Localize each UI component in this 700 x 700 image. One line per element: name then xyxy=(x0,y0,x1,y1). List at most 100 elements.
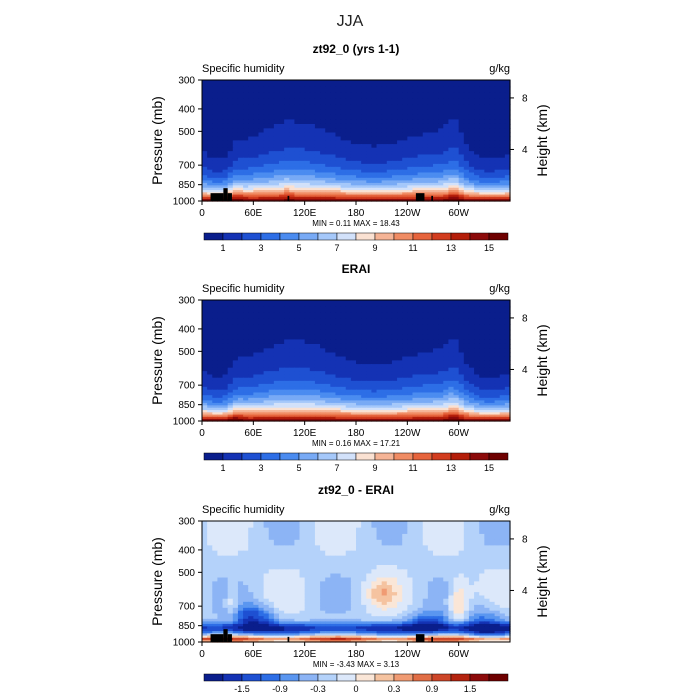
heatmap-cell xyxy=(202,564,208,570)
heatmap-cell xyxy=(402,418,408,422)
heatmap-cell xyxy=(397,92,403,100)
heatmap-cell xyxy=(407,555,414,562)
heatmap-cell xyxy=(427,555,434,562)
heatmap-cell xyxy=(232,402,239,406)
heatmap-cell xyxy=(207,86,213,94)
heatmap-cell xyxy=(412,550,419,557)
heatmap-cell xyxy=(474,109,480,116)
heatmap-cell xyxy=(309,569,316,575)
heatmap-cell xyxy=(468,114,475,121)
heatmap-cell xyxy=(489,380,496,385)
heatmap-cell xyxy=(325,329,331,336)
heatmap-cell xyxy=(443,318,449,325)
heatmap-cell xyxy=(468,374,475,379)
heatmap-cell xyxy=(397,109,403,116)
heatmap-cell xyxy=(258,539,265,546)
heatmap-cell xyxy=(453,132,460,138)
heatmap-cell xyxy=(320,196,326,200)
heatmap-cell xyxy=(217,418,224,422)
heatmap-cell xyxy=(458,412,465,416)
heatmap-cell xyxy=(314,389,321,394)
heatmap-cell xyxy=(232,180,239,184)
heatmap-cell xyxy=(299,367,306,372)
heatmap-cell xyxy=(207,198,213,202)
heatmap-cell xyxy=(284,364,290,369)
heatmap-cell xyxy=(237,114,244,121)
heatmap-cell xyxy=(207,324,213,331)
heatmap-cell xyxy=(433,163,439,168)
heatmap-cell xyxy=(356,329,362,336)
heatmap-cell xyxy=(273,539,280,546)
heatmap-cell xyxy=(294,306,301,314)
heatmap-cell xyxy=(479,521,485,529)
heatmap-cell xyxy=(438,128,444,134)
heatmap-cell xyxy=(304,560,311,566)
heatmap-cell xyxy=(356,306,362,314)
heatmap-cell xyxy=(458,573,465,579)
heatmap-cell xyxy=(397,128,403,134)
heatmap-cell xyxy=(335,383,342,388)
heatmap-cell xyxy=(443,573,449,579)
heatmap-cell xyxy=(330,380,337,385)
heatmap-cell xyxy=(463,545,470,552)
heatmap-cell xyxy=(386,147,393,152)
heatmap-cell xyxy=(407,410,414,413)
heatmap-cell xyxy=(412,144,419,149)
heatmap-cell xyxy=(386,412,393,416)
heatmap-cell xyxy=(381,324,388,331)
heatmap-cell xyxy=(479,400,485,404)
heatmap-cell xyxy=(381,318,388,325)
heatmap-cell xyxy=(463,402,470,406)
heatmap-cell xyxy=(304,180,311,184)
height-tick-label: 4 xyxy=(522,365,528,376)
heatmap-cell xyxy=(309,163,316,168)
heatmap-cell xyxy=(361,407,367,411)
heatmap-cell xyxy=(232,395,239,399)
heatmap-cell xyxy=(304,329,311,336)
heatmap-cell xyxy=(438,194,444,198)
heatmap-cell xyxy=(494,177,501,181)
heatmap-cell xyxy=(407,187,414,191)
heatmap-cell xyxy=(335,564,342,570)
heatmap-cell xyxy=(371,418,378,422)
heatmap-cell xyxy=(417,573,424,579)
heatmap-cell xyxy=(494,395,501,399)
heatmap-cell xyxy=(330,521,337,529)
heatmap-cell xyxy=(407,339,414,345)
heatmap-cell xyxy=(422,140,429,145)
heatmap-cell xyxy=(371,86,378,94)
heatmap-cell xyxy=(381,380,388,385)
heatmap-cell xyxy=(304,395,311,399)
heatmap-cell xyxy=(386,560,393,566)
heatmap-cell xyxy=(273,560,280,566)
heatmap-cell xyxy=(433,177,439,181)
heatmap-cell xyxy=(376,405,383,409)
heatmap-cell xyxy=(494,389,501,394)
heatmap-cell xyxy=(458,397,465,401)
heatmap-cell xyxy=(448,140,455,145)
heatmap-cell xyxy=(232,367,239,372)
heatmap-cell xyxy=(340,182,347,186)
heatmap-cell xyxy=(289,194,295,198)
heatmap-cell xyxy=(248,114,254,121)
heatmap-cell xyxy=(248,157,254,162)
heatmap-cell xyxy=(479,114,485,121)
heatmap-cell xyxy=(448,192,455,196)
heatmap-cell xyxy=(386,418,393,422)
heatmap-cell xyxy=(402,144,408,149)
heatmap-cell xyxy=(227,560,234,566)
heatmap-cell xyxy=(438,407,444,411)
heatmap-cell xyxy=(489,324,496,331)
heatmap-cell xyxy=(237,348,244,354)
heatmap-cell xyxy=(345,386,352,391)
heatmap-cell xyxy=(320,163,326,168)
heatmap-cell xyxy=(258,132,265,138)
heatmap-cell xyxy=(222,123,229,129)
heatmap-cell xyxy=(412,414,419,418)
heatmap-cell xyxy=(397,140,403,145)
heatmap-cell xyxy=(463,377,470,382)
heatmap-cell xyxy=(320,185,326,189)
heatmap-cell xyxy=(463,172,470,176)
heatmap-cell xyxy=(258,324,265,331)
heatmap-cell xyxy=(222,114,229,121)
